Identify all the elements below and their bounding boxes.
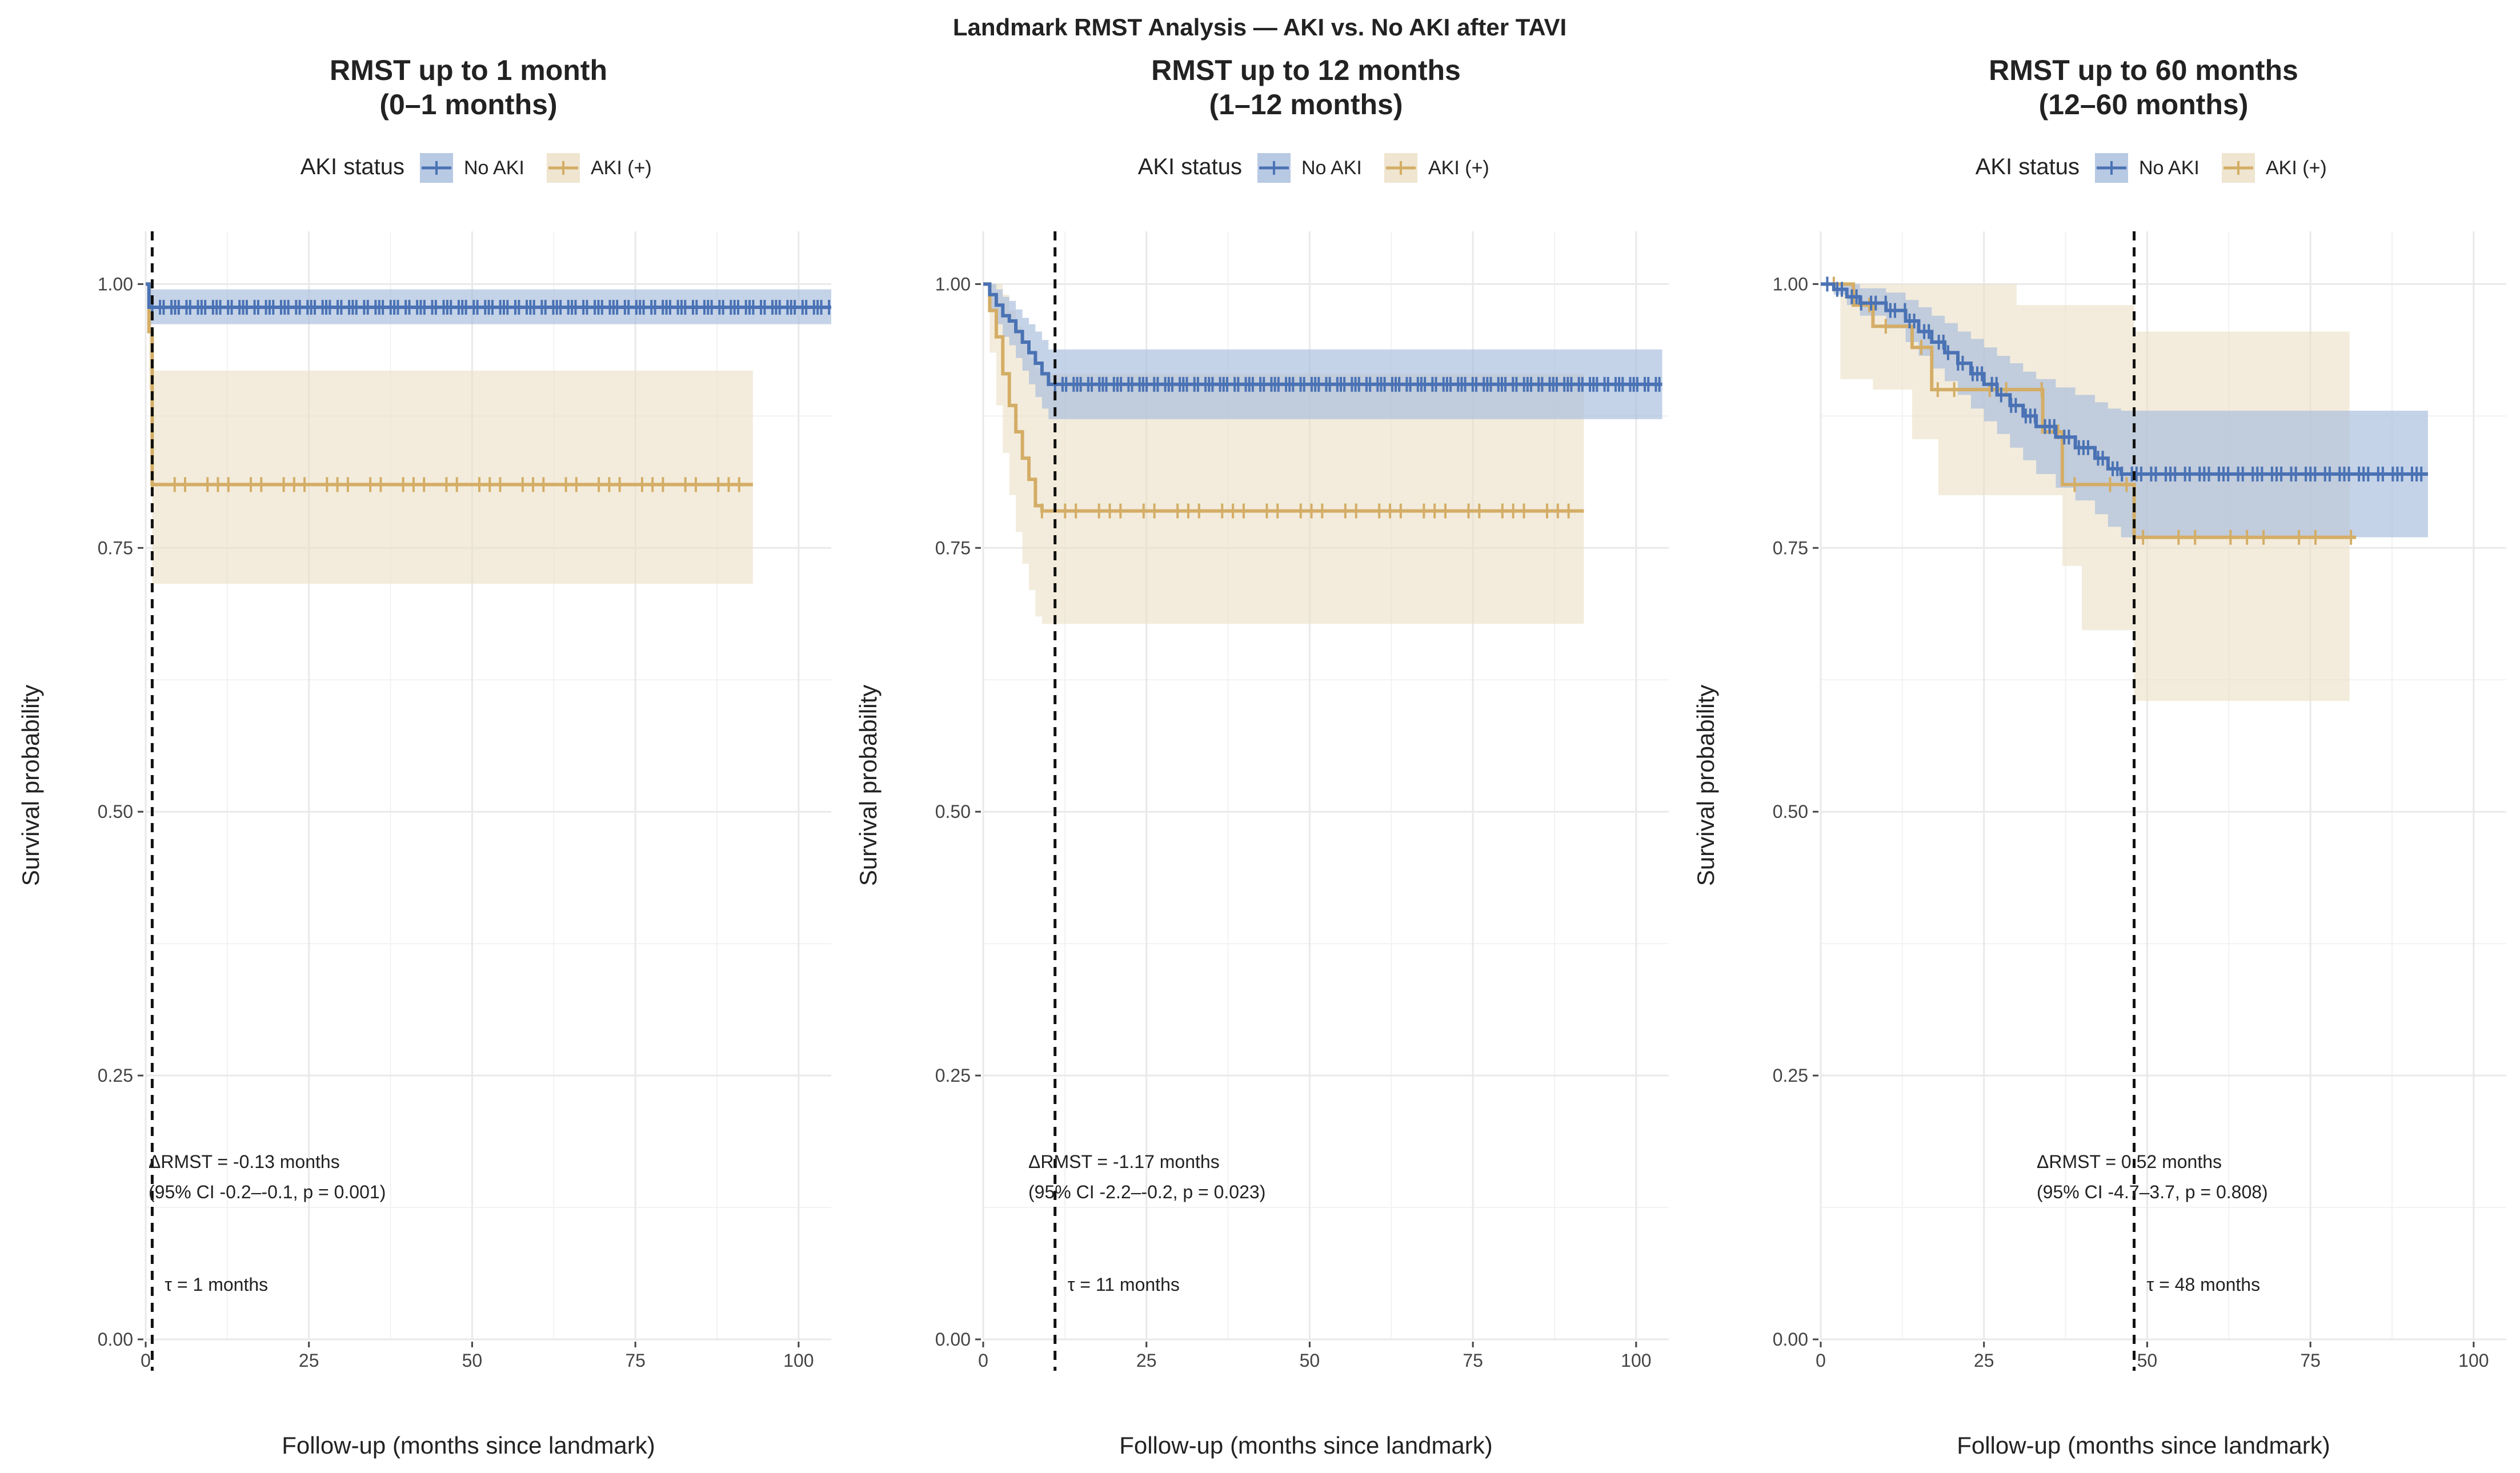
tau-annotation: τ = 48 months <box>2147 1274 2261 1295</box>
censor-marks-aki <box>1040 503 1570 519</box>
panel-title: RMST up to 60 months <box>1989 54 2298 86</box>
chart-panel-2: RMST up to 12 months(1–12 months) AKI sta… <box>855 54 1669 1459</box>
x-tick-label: 75 <box>1463 1350 1483 1371</box>
y-tick-label: 1.00 <box>98 274 133 294</box>
x-axis-label: Follow-up (months since landmark) <box>1957 1432 2330 1459</box>
panel-subtitle: (12–60 months) <box>2039 89 2249 121</box>
delta-rmst-annotation: ΔRMST = 0.52 months <box>2037 1151 2222 1172</box>
ci-band-aki <box>983 284 1584 624</box>
panel-subtitle: (0–1 months) <box>379 89 557 121</box>
ci-annotation: (95% CI -0.2–-0.1, p = 0.001) <box>149 1182 386 1202</box>
chart-panel-1: RMST up to 1 month(0–1 months) AKI status… <box>17 54 831 1459</box>
legend: AKI status No AKI AKI (+) <box>1976 153 2327 183</box>
censor-marks-aki <box>151 477 740 492</box>
y-tick-label: 0.25 <box>1773 1065 1808 1086</box>
y-tick-label: 0.50 <box>1773 801 1808 822</box>
legend-label-aki: AKI (+) <box>591 157 652 179</box>
x-tick-label: 100 <box>2458 1350 2489 1371</box>
x-axis-label: Follow-up (months since landmark) <box>282 1432 655 1459</box>
y-tick-label: 0.00 <box>1773 1329 1808 1350</box>
y-tick-label: 0.00 <box>98 1329 133 1350</box>
y-tick-label: 0.75 <box>98 537 133 558</box>
y-tick-label: 0.50 <box>98 801 133 822</box>
x-tick-label: 0 <box>978 1350 988 1371</box>
survival-curve-no-aki <box>983 282 1662 386</box>
x-tick-label: 50 <box>462 1350 483 1371</box>
y-tick-label: 0.75 <box>935 537 971 558</box>
panel-title: RMST up to 1 month <box>330 54 607 86</box>
tau-annotation: τ = 1 months <box>165 1274 268 1295</box>
y-axis-label: Survival probability <box>17 685 44 886</box>
y-axis-label: Survival probability <box>1692 685 1719 886</box>
censor-marks-no-aki <box>1826 276 2423 481</box>
survival-curve-no-aki <box>146 282 831 309</box>
legend: AKI status No AKI AKI (+) <box>301 153 652 183</box>
chart-panel-3: RMST up to 60 months(12–60 months) AKI st… <box>1692 54 2506 1459</box>
y-tick-label: 0.50 <box>935 801 971 822</box>
y-tick-label: 0.75 <box>1773 537 1808 558</box>
y-axis-label: Survival probability <box>855 685 882 886</box>
x-tick-label: 0 <box>141 1350 151 1371</box>
legend-title: AKI status <box>1138 154 1242 179</box>
y-tick-label: 1.00 <box>1773 274 1808 294</box>
x-tick-label: 100 <box>783 1350 814 1371</box>
tau-annotation: τ = 11 months <box>1068 1274 1180 1295</box>
survival-curve-aki <box>983 282 1584 513</box>
y-tick-label: 1.00 <box>935 274 971 294</box>
y-tick-label: 0.25 <box>935 1065 971 1086</box>
legend-label-no-aki: No AKI <box>464 157 524 179</box>
grid <box>1820 231 2506 1340</box>
delta-rmst-annotation: ΔRMST = -1.17 months <box>1028 1151 1220 1172</box>
x-tick-label: 75 <box>625 1350 646 1371</box>
censor-marks-aki <box>1832 276 2353 545</box>
y-tick-label: 0.00 <box>935 1329 971 1350</box>
panel-title: RMST up to 12 months <box>1151 54 1461 86</box>
panel-subtitle: (1–12 months) <box>1209 89 1403 121</box>
x-tick-label: 50 <box>2137 1350 2158 1371</box>
ci-band-aki <box>146 284 753 584</box>
legend: AKI status No AKI AKI (+) <box>1138 153 1489 183</box>
censor-marks-no-aki <box>1053 376 1661 392</box>
censor-marks-no-aki <box>151 300 831 315</box>
x-tick-label: 75 <box>2300 1350 2321 1371</box>
legend-title: AKI status <box>301 154 404 179</box>
survival-curve-aki <box>1821 282 2357 539</box>
legend-label-aki: AKI (+) <box>2266 157 2327 179</box>
ci-annotation: (95% CI -4.7–3.7, p = 0.808) <box>2037 1182 2268 1202</box>
x-tick-label: 100 <box>1621 1350 1651 1371</box>
legend-label-no-aki: No AKI <box>2139 157 2200 179</box>
x-tick-label: 25 <box>1974 1350 1994 1371</box>
x-tick-label: 25 <box>299 1350 319 1371</box>
legend-label-aki: AKI (+) <box>1428 157 1489 179</box>
legend-title: AKI status <box>1976 154 2080 179</box>
legend-label-no-aki: No AKI <box>1301 157 1362 179</box>
ci-annotation: (95% CI -2.2–-0.2, p = 0.023) <box>1028 1182 1265 1202</box>
x-tick-label: 0 <box>1816 1350 1826 1371</box>
delta-rmst-annotation: ΔRMST = -0.13 months <box>149 1151 340 1172</box>
x-tick-label: 50 <box>1300 1350 1320 1371</box>
x-axis-label: Follow-up (months since landmark) <box>1119 1432 1493 1459</box>
y-tick-label: 0.25 <box>98 1065 133 1086</box>
x-tick-label: 25 <box>1136 1350 1157 1371</box>
figure-title: Landmark RMST Analysis — AKI vs. No AKI … <box>953 14 1567 41</box>
